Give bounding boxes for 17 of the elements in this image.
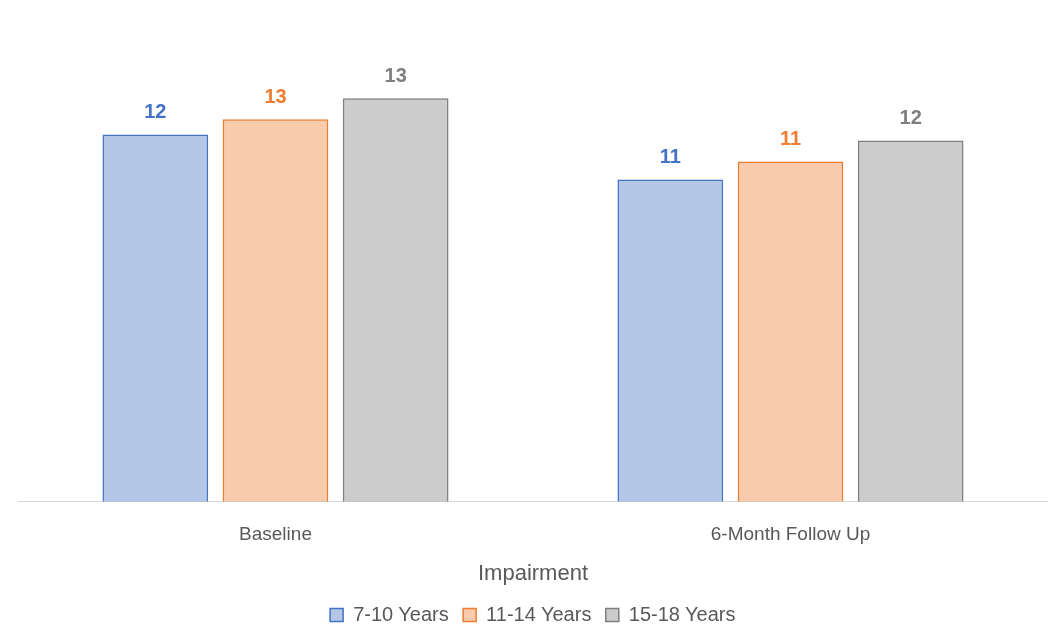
x-axis-title: Impairment bbox=[477, 559, 589, 585]
x-tick-label: Baseline bbox=[239, 523, 312, 545]
data-label: 11 bbox=[659, 145, 681, 168]
data-label: 13 bbox=[264, 84, 287, 107]
bar bbox=[102, 134, 209, 502]
data-label: 13 bbox=[384, 63, 407, 86]
bar bbox=[617, 179, 724, 502]
bar bbox=[857, 140, 964, 502]
bar bbox=[737, 161, 844, 502]
legend-label: 7-10 Years bbox=[353, 602, 449, 625]
data-label: 12 bbox=[144, 99, 167, 122]
data-label: 12 bbox=[899, 105, 922, 128]
x-tick-label: 6-Month Follow Up bbox=[710, 523, 871, 545]
data-label: 11 bbox=[779, 127, 802, 150]
bar bbox=[222, 119, 329, 502]
legend-label: 11-14 Years bbox=[486, 602, 592, 625]
legend-label: 15-18 Years bbox=[628, 602, 736, 625]
